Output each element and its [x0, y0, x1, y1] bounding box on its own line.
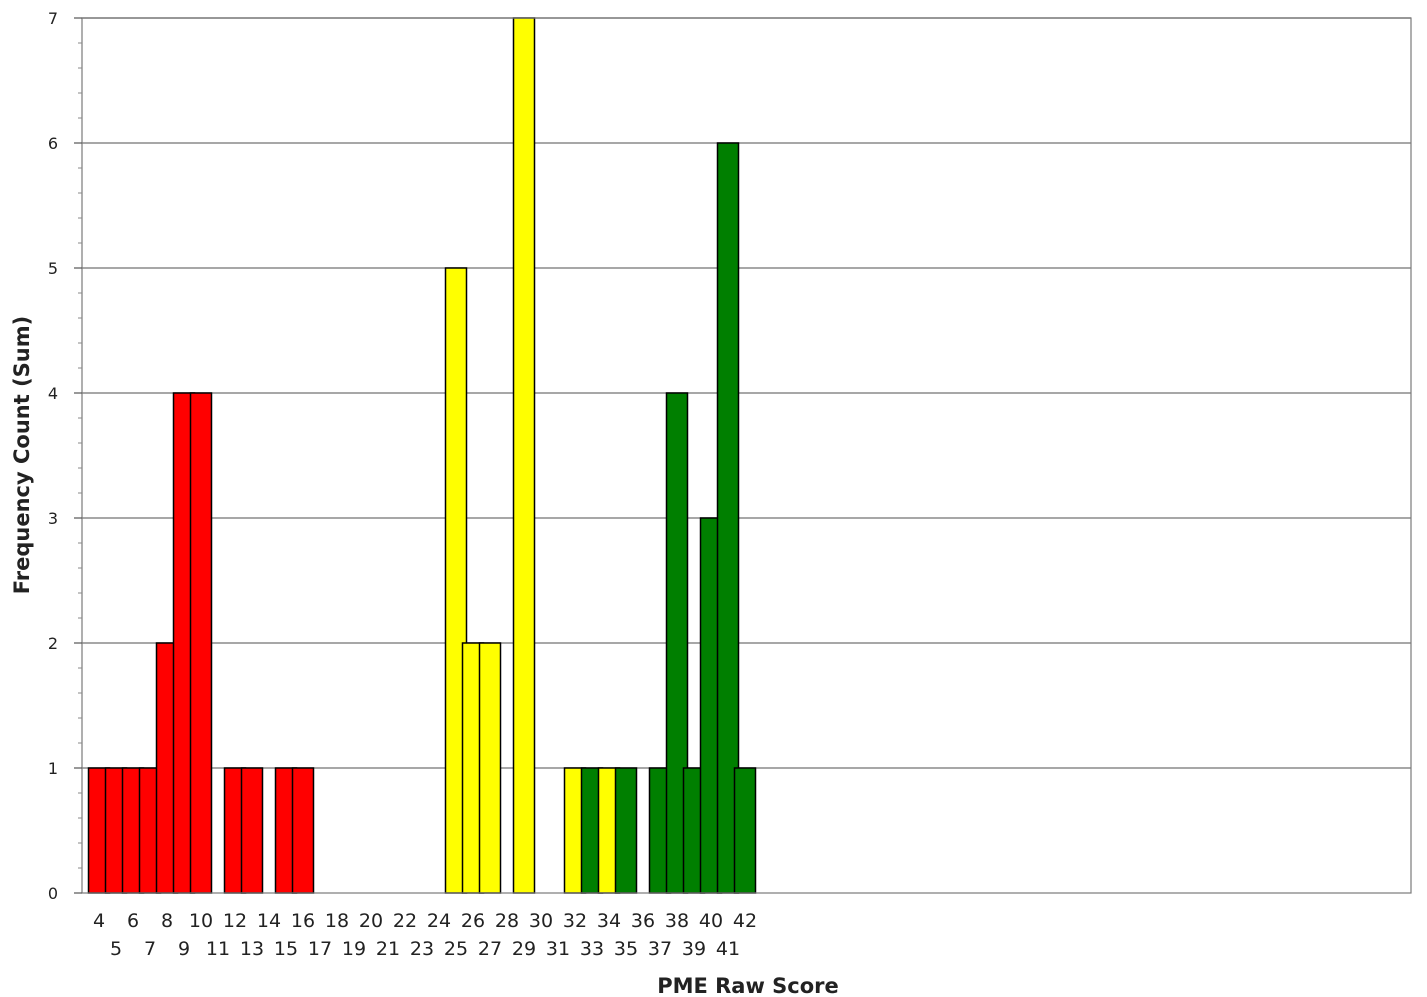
x-tick-label: 12: [223, 910, 247, 932]
x-tick-label: 33: [580, 938, 604, 960]
x-tick-label: 18: [325, 910, 349, 932]
y-tick-label: 6: [48, 134, 58, 153]
plot-border: [81, 17, 1412, 894]
x-tick-label: 27: [478, 938, 502, 960]
x-tick-label: 34: [597, 910, 621, 932]
bar-35: [614, 767, 638, 894]
bar-10: [189, 392, 213, 894]
x-tick-label: 13: [240, 938, 264, 960]
x-tick-label: 39: [682, 938, 706, 960]
x-tick-label: 9: [178, 938, 190, 960]
x-tick-label: 25: [444, 938, 468, 960]
y-tick-label: 2: [48, 634, 58, 653]
x-tick-label: 28: [495, 910, 519, 932]
x-tick-label: 26: [461, 910, 485, 932]
bar-13: [240, 767, 264, 894]
x-tick-label: 36: [631, 910, 655, 932]
x-tick-label: 41: [716, 938, 740, 960]
x-tick-label: 16: [291, 910, 315, 932]
plot-frame: [81, 17, 1412, 894]
y-axis-ticks: 0 1 2 3 4 5 6 7: [48, 9, 82, 903]
x-tick-label: 30: [529, 910, 553, 932]
x-tick-label: 38: [665, 910, 689, 932]
bar-16: [291, 767, 315, 894]
x-tick-label: 15: [274, 938, 298, 960]
x-tick-label: 22: [393, 910, 417, 932]
x-tick-label: 29: [512, 938, 536, 960]
x-tick-label: 11: [206, 938, 230, 960]
y-tick-label: 5: [48, 259, 58, 278]
bar-42: [733, 767, 757, 894]
x-tick-label: 4: [93, 910, 105, 932]
x-tick-label: 40: [699, 910, 723, 932]
x-tick-label: 24: [427, 910, 451, 932]
x-tick-label: 20: [359, 910, 383, 932]
x-tick-label: 14: [257, 910, 281, 932]
y-tick-label: 3: [48, 509, 58, 528]
x-tick-label: 21: [376, 938, 400, 960]
x-tick-label: 6: [127, 910, 139, 932]
y-axis-title: Frequency Count (Sum): [10, 316, 34, 594]
y-tick-label: 7: [48, 9, 58, 28]
bar-27: [478, 642, 502, 894]
y-tick-label: 0: [48, 884, 58, 903]
x-tick-label: 37: [648, 938, 672, 960]
x-tick-label: 31: [546, 938, 570, 960]
x-tick-label: 32: [563, 910, 587, 932]
x-tick-label: 35: [614, 938, 638, 960]
x-tick-label: 7: [144, 938, 156, 960]
x-axis-title: PME Raw Score: [657, 974, 839, 997]
y-tick-label: 1: [48, 759, 58, 778]
x-tick-label: 8: [161, 910, 173, 932]
x-tick-label: 42: [733, 910, 757, 932]
bars: [87, 17, 757, 894]
x-tick-label: 17: [308, 938, 332, 960]
y-tick-label: 4: [48, 384, 58, 403]
x-tick-label: 5: [110, 938, 122, 960]
bar-29: [512, 17, 536, 894]
x-tick-label: 19: [342, 938, 366, 960]
grid-lines: [82, 17, 1411, 769]
x-tick-label: 10: [189, 910, 213, 932]
x-tick-label: 23: [410, 938, 434, 960]
